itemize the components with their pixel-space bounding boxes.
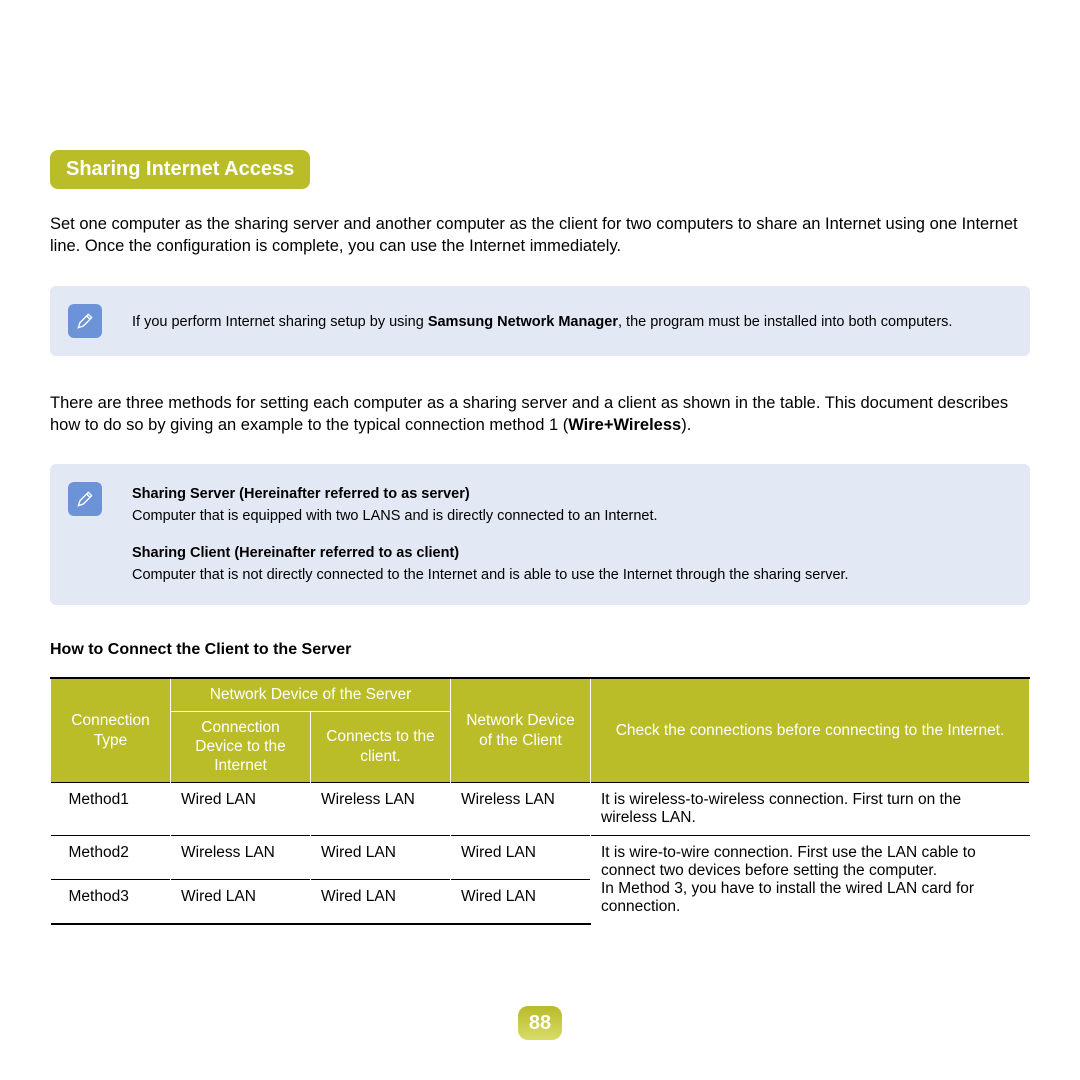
note-1-text: If you perform Internet sharing setup by… [132,304,952,332]
page-number: 88 [518,1006,562,1040]
cell: Wired LAN [171,879,311,924]
cell: Wireless LAN [311,782,451,835]
section-heading: Sharing Internet Access [50,150,310,189]
cell: Method3 [51,879,171,924]
note-box-2: Sharing Server (Hereinafter referred to … [50,464,1030,605]
client-desc: Computer that is not directly connected … [132,565,849,585]
note-2-text: Sharing Server (Hereinafter referred to … [132,482,849,587]
cell: Method1 [51,782,171,835]
note1-prefix: If you perform Internet sharing setup by… [132,314,428,330]
cell: Wired LAN [451,879,591,924]
server-desc: Computer that is equipped with two LANS … [132,506,849,526]
cell: Method2 [51,835,171,879]
pencil-icon [68,482,102,516]
cell: Wired LAN [311,879,451,924]
table-row: Method1 Wired LAN Wireless LAN Wireless … [51,782,1030,835]
th-client-device: Network Device of the Client [451,678,591,782]
para2-bold: Wire+Wireless [568,416,681,434]
pencil-icon [68,304,102,338]
cell: Wired LAN [451,835,591,879]
intro-paragraph: Set one computer as the sharing server a… [50,213,1030,258]
para2-suffix: ). [681,416,691,434]
th-server-group: Network Device of the Server [171,678,451,711]
cell: Wired LAN [311,835,451,879]
cell: Wireless LAN [451,782,591,835]
cell-merged: It is wire-to-wire connection. First use… [591,835,1030,924]
cell: Wireless LAN [171,835,311,879]
server-title: Sharing Server (Hereinafter referred to … [132,486,470,502]
th-check: Check the connections before connecting … [591,678,1030,782]
th-sub1: Connection Device to the Internet [171,711,311,782]
methods-table: Connection Type Network Device of the Se… [50,677,1030,925]
table-row: Method2 Wireless LAN Wired LAN Wired LAN… [51,835,1030,879]
note1-suffix: , the program must be installed into bot… [618,314,952,330]
paragraph-2: There are three methods for setting each… [50,392,1030,437]
note-box-1: If you perform Internet sharing setup by… [50,286,1030,356]
cell: It is wireless-to-wireless connection. F… [591,782,1030,835]
table-subheading: How to Connect the Client to the Server [50,641,1030,659]
cell: Wired LAN [171,782,311,835]
th-sub2: Connects to the client. [311,711,451,782]
client-title: Sharing Client (Hereinafter referred to … [132,545,459,561]
para2-prefix: There are three methods for setting each… [50,394,1008,434]
th-connection-type: Connection Type [51,678,171,782]
note1-bold: Samsung Network Manager [428,314,618,330]
